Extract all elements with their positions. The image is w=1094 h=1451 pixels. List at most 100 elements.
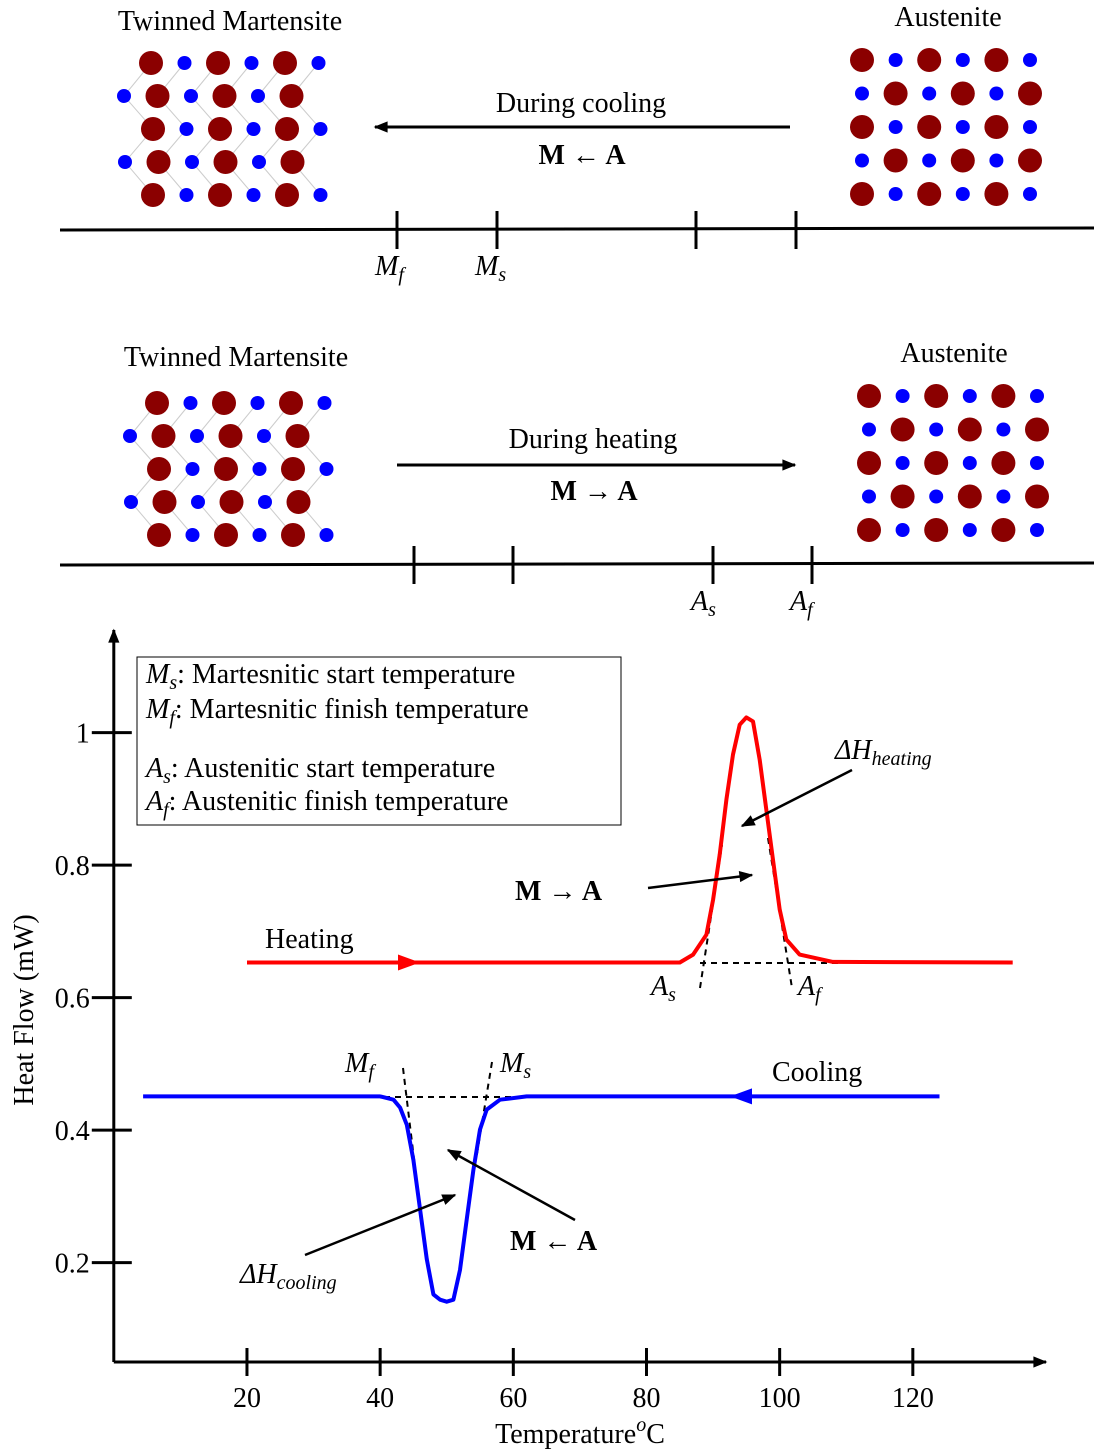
atom-small bbox=[184, 89, 198, 103]
atom-large bbox=[208, 117, 232, 141]
atom-small bbox=[996, 423, 1010, 437]
atom-small bbox=[862, 423, 876, 437]
symbol-label: As bbox=[649, 971, 676, 1006]
atom-large bbox=[145, 391, 169, 415]
text-part: M bbox=[145, 659, 171, 690]
atom-large bbox=[141, 183, 165, 207]
atom-small bbox=[258, 495, 272, 509]
atom-large bbox=[991, 384, 1015, 408]
atom-large bbox=[206, 51, 230, 75]
atom-small bbox=[855, 154, 869, 168]
atom-small bbox=[963, 389, 977, 403]
symbol-label: Mf bbox=[374, 251, 406, 286]
text-part: A bbox=[689, 586, 709, 617]
atom-small bbox=[922, 87, 936, 101]
text-part: C bbox=[646, 1419, 665, 1450]
x-tick-label: 100 bbox=[759, 1383, 801, 1414]
atom-large bbox=[884, 149, 908, 173]
text-part: : Austenitic finish temperature bbox=[169, 786, 509, 817]
phase-label: Twinned Martensite bbox=[118, 6, 342, 37]
temperature-line bbox=[60, 563, 1094, 565]
atom-small bbox=[922, 154, 936, 168]
atom-small bbox=[956, 53, 970, 67]
atom-large bbox=[153, 490, 177, 514]
series-label: Cooling bbox=[772, 1057, 862, 1088]
text-part: f bbox=[807, 599, 815, 621]
reaction-label: M ← A bbox=[538, 140, 626, 171]
text-part: M bbox=[474, 251, 500, 282]
atom-small bbox=[186, 528, 200, 542]
atom-small bbox=[1030, 523, 1044, 537]
atom-large bbox=[212, 391, 236, 415]
atom-large bbox=[1025, 485, 1049, 509]
atom-small bbox=[1023, 53, 1037, 67]
atom-large bbox=[958, 418, 982, 442]
text-part: M bbox=[344, 1048, 370, 1079]
atom-small bbox=[889, 120, 903, 134]
text-part: s bbox=[668, 984, 676, 1006]
text-part: s bbox=[498, 264, 506, 286]
process-label: During heating bbox=[509, 424, 678, 455]
atom-small bbox=[253, 528, 267, 542]
atom-small bbox=[896, 389, 910, 403]
atom-large bbox=[152, 424, 176, 448]
text-part: s bbox=[163, 766, 171, 788]
text-part: M bbox=[499, 1048, 525, 1079]
atom-large bbox=[917, 48, 941, 72]
phase-label: Austenite bbox=[900, 338, 1007, 369]
atom-small bbox=[989, 87, 1003, 101]
x-tick-label: 120 bbox=[892, 1383, 934, 1414]
atom-large bbox=[286, 424, 310, 448]
text-part: A bbox=[144, 786, 164, 817]
atom-large bbox=[924, 384, 948, 408]
atom-small bbox=[1030, 456, 1044, 470]
atom-small bbox=[252, 155, 266, 169]
text-part: ΔH bbox=[834, 735, 873, 766]
y-axis-label: Heat Flow (mW) bbox=[9, 914, 40, 1105]
atom-small bbox=[247, 122, 261, 136]
page: Twinned Martensite Austenite During coolin… bbox=[0, 0, 1094, 1451]
atom-large bbox=[1018, 82, 1042, 106]
atom-small bbox=[118, 155, 132, 169]
x-tick-label: 40 bbox=[366, 1383, 394, 1414]
atom-large bbox=[857, 518, 881, 542]
atom-large bbox=[891, 485, 915, 509]
text-part: : Austenitic start temperature bbox=[171, 753, 495, 784]
annotation-arrow bbox=[648, 875, 752, 888]
atom-large bbox=[273, 51, 297, 75]
y-tick-label: 0.8 bbox=[55, 851, 90, 882]
atom-small bbox=[862, 490, 876, 504]
atom-small bbox=[956, 120, 970, 134]
atom-small bbox=[929, 423, 943, 437]
atom-small bbox=[180, 188, 194, 202]
atom-small bbox=[124, 495, 138, 509]
atom-small bbox=[314, 122, 328, 136]
atom-large bbox=[146, 84, 170, 108]
atom-small bbox=[889, 187, 903, 201]
legend-entry: As: Austenitic start temperature bbox=[144, 753, 495, 788]
atom-large bbox=[280, 84, 304, 108]
legend-entry: Af: Austenitic finish temperature bbox=[144, 786, 508, 821]
atom-small bbox=[251, 89, 265, 103]
atom-large bbox=[1018, 149, 1042, 173]
text-part: heating bbox=[872, 748, 932, 770]
atom-small bbox=[117, 89, 131, 103]
direction-arrow bbox=[730, 1088, 752, 1104]
atom-small bbox=[1030, 389, 1044, 403]
legend-entry: Ms: Martesnitic start temperature bbox=[145, 659, 515, 694]
y-tick-label: 0.4 bbox=[55, 1116, 90, 1147]
atom-large bbox=[917, 115, 941, 139]
atom-small bbox=[896, 523, 910, 537]
process-label: During cooling bbox=[496, 88, 666, 119]
atom-small bbox=[245, 56, 259, 70]
atom-large bbox=[958, 485, 982, 509]
text-part: f bbox=[368, 1061, 376, 1083]
atom-small bbox=[320, 462, 334, 476]
atom-large bbox=[214, 150, 238, 174]
atom-large bbox=[857, 451, 881, 475]
atom-large bbox=[279, 391, 303, 415]
atom-small bbox=[191, 495, 205, 509]
atom-small bbox=[312, 56, 326, 70]
atom-large bbox=[147, 523, 171, 547]
text-part: s bbox=[523, 1061, 531, 1083]
